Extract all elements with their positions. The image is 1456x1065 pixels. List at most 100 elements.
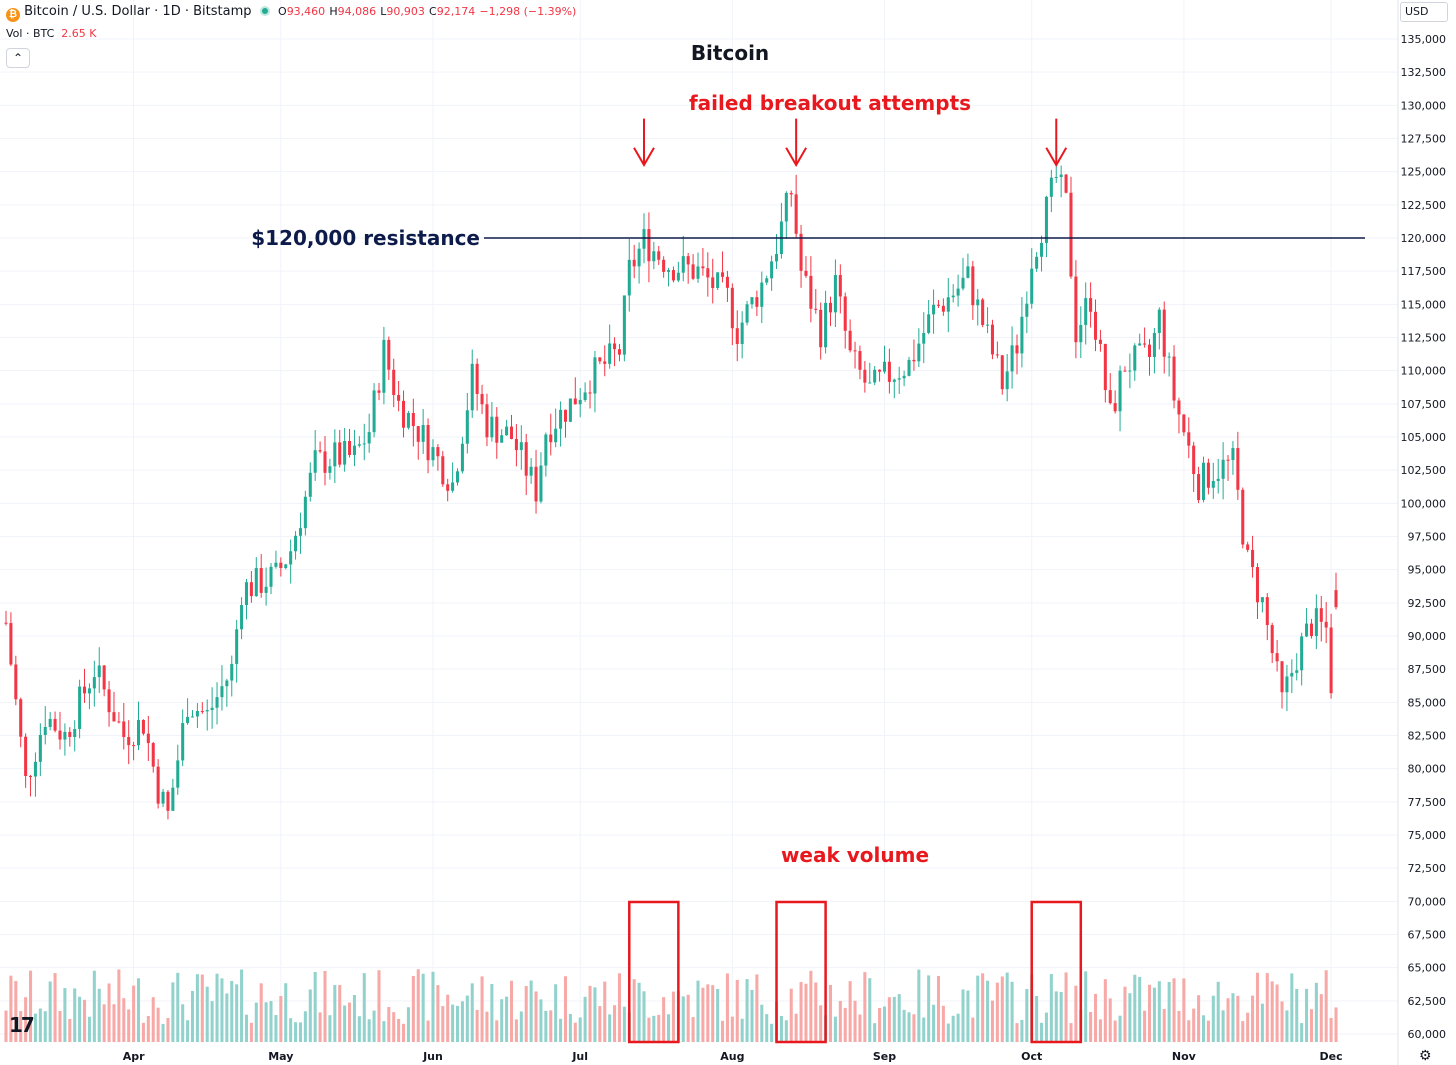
x-tick-label: Nov (1172, 1050, 1197, 1063)
x-axis[interactable]: Apr May Jun Jul Aug Sep Oct Nov Dec (123, 1050, 1343, 1063)
y-tick-label: 127,500 (1401, 133, 1447, 146)
chevron-up-icon: ⌃ (12, 51, 24, 65)
candle-body (333, 442, 337, 467)
volume-bar (298, 1022, 302, 1042)
volume-bar (151, 997, 155, 1042)
volume-bar (1251, 995, 1255, 1042)
volume-bar (765, 1014, 769, 1042)
volume-bar (603, 981, 607, 1042)
y-tick-label: 65,000 (1408, 962, 1447, 975)
volume-bar (1064, 972, 1068, 1042)
candle-body (156, 766, 160, 804)
candle-body (1005, 371, 1009, 390)
volume-bar (146, 1015, 150, 1042)
volume-bar (1295, 988, 1299, 1042)
volume-bar (4, 1010, 8, 1042)
volume-bar (652, 1015, 656, 1042)
volume-bar (235, 984, 239, 1042)
volume-bar (524, 986, 528, 1042)
volume-bar (259, 983, 263, 1042)
tradingview-logo[interactable]: 17 (9, 1013, 35, 1037)
y-tick-label: 112,500 (1401, 332, 1447, 345)
annotations: $120,000 resistance failed breakout attem… (251, 91, 1365, 1044)
candle-body (986, 324, 990, 326)
y-axis[interactable]: 135,000 132,500 130,000 127,500 125,000 122,5… (1401, 33, 1447, 1041)
symbol-header[interactable]: ₿ Bitcoin / U.S. Dollar · 1D · Bitstamp … (6, 4, 576, 22)
volume-bar (966, 990, 970, 1042)
volume-bar (127, 1009, 131, 1042)
candle-body (279, 562, 283, 568)
candle-body (1143, 343, 1147, 345)
candle-body (1201, 462, 1206, 501)
candle-body (951, 295, 955, 298)
volume-bar (1093, 993, 1098, 1042)
y-tick-label: 107,500 (1401, 398, 1447, 411)
candle-body (68, 731, 72, 737)
volume-bar (1197, 995, 1201, 1042)
open-label: O (278, 5, 287, 18)
volume-bar (1103, 979, 1107, 1042)
volume-bar (671, 991, 675, 1042)
volume-bar (402, 1023, 406, 1042)
candle-body (431, 447, 435, 461)
candle-body (402, 400, 406, 428)
candle-body (1231, 448, 1235, 461)
candle-body (598, 357, 602, 362)
volume-legend[interactable]: Vol · BTC 2.65 K (6, 27, 96, 40)
candle-body (460, 443, 464, 472)
volume-bar (1044, 1012, 1048, 1042)
candle-body (1305, 623, 1309, 637)
volume-bar (1040, 1022, 1044, 1042)
volume-bar (598, 1006, 602, 1042)
candle-body (387, 339, 391, 370)
volume-bar (1300, 1023, 1304, 1042)
symbol-name[interactable]: Bitcoin / U.S. Dollar · 1D · Bitstamp (24, 4, 252, 19)
low-value: 90,903 (386, 5, 425, 18)
candle-body (637, 248, 641, 267)
gear-icon: ⚙ (1419, 1047, 1432, 1063)
volume-bar (917, 969, 921, 1042)
chart-title: Bitcoin (691, 41, 769, 65)
volume-bar (210, 1001, 214, 1042)
volume-bar (195, 974, 199, 1042)
x-tick-label: Aug (720, 1050, 744, 1063)
volume-bar (1265, 973, 1269, 1042)
collapse-legend-button[interactable]: ⌃ (6, 48, 30, 68)
candle-body (426, 424, 430, 461)
candle-body (500, 435, 504, 443)
y-tick-label: 135,000 (1401, 33, 1447, 46)
volume-bar (902, 1009, 906, 1042)
candle-body (1054, 177, 1058, 179)
candle-body (289, 551, 293, 565)
candle-body (1221, 459, 1225, 479)
volume-bar (460, 1001, 464, 1042)
volume-bar (161, 1023, 165, 1042)
candle-body (294, 535, 298, 552)
candle-body (716, 272, 720, 289)
candle-body (1079, 324, 1083, 343)
candles (4, 159, 1338, 820)
candle-body (1309, 623, 1313, 637)
candle-body (701, 266, 705, 269)
candle-body (863, 369, 867, 383)
currency-selector[interactable]: USD (1400, 2, 1448, 22)
volume-bar (721, 1020, 725, 1042)
volume-bar (691, 1017, 695, 1042)
volume-bar (367, 1019, 371, 1042)
settings-button[interactable]: ⚙ (1419, 1047, 1432, 1064)
candle-body (269, 566, 273, 587)
volume-bar (750, 989, 754, 1042)
volume-bar (740, 1018, 744, 1042)
candle-body (711, 277, 715, 289)
volume-bar (809, 970, 813, 1042)
y-tick-label: 120,000 (1401, 232, 1447, 245)
candle-body (210, 707, 214, 711)
volume-bar (932, 1004, 936, 1042)
volume-bar (1270, 981, 1274, 1042)
volume-bar (1123, 986, 1127, 1042)
candle-body (760, 282, 764, 307)
volume-bar (392, 1012, 396, 1042)
candle-body (1285, 676, 1289, 693)
candle-body (927, 314, 931, 333)
